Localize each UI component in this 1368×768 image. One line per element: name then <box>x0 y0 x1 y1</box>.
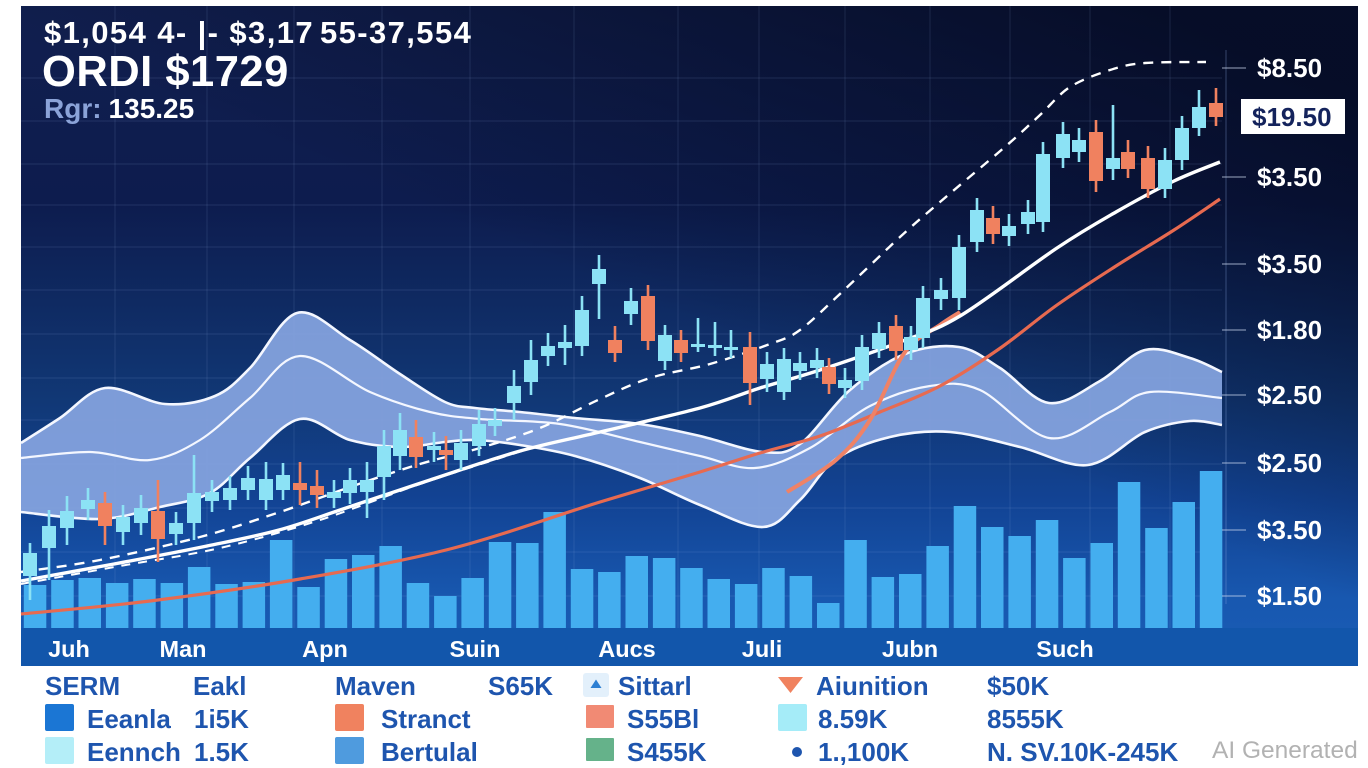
svg-text:$8.50: $8.50 <box>1257 53 1322 83</box>
svg-text:AI Generated: AI Generated <box>1212 737 1358 764</box>
svg-text:$3.50: $3.50 <box>1257 162 1322 192</box>
svg-text:Maven: Maven <box>335 671 416 701</box>
svg-text:S55Bl: S55Bl <box>627 704 699 734</box>
svg-text:1i5K: 1i5K <box>194 704 249 734</box>
svg-text:Juh: Juh <box>48 636 90 662</box>
svg-text:$1.80: $1.80 <box>1257 315 1322 345</box>
svg-text:Such: Such <box>1036 636 1093 662</box>
svg-text:Stranct: Stranct <box>381 704 471 734</box>
svg-text:SERM: SERM <box>45 671 120 701</box>
svg-text:$2.50: $2.50 <box>1257 380 1322 410</box>
svg-text:8555K: 8555K <box>987 704 1064 734</box>
svg-text:Aucs: Aucs <box>598 636 655 662</box>
svg-text:N. SV.10K-245K: N. SV.10K-245K <box>987 737 1178 767</box>
svg-text:Eeanla: Eeanla <box>87 704 171 734</box>
svg-text:ORDI $1729: ORDI $1729 <box>42 48 289 96</box>
svg-text:$3.50: $3.50 <box>1257 249 1322 279</box>
svg-text:Eakl: Eakl <box>193 671 247 701</box>
svg-text:Suin: Suin <box>450 636 501 662</box>
svg-text:Jubn: Jubn <box>882 636 938 662</box>
svg-text:Bertulal: Bertulal <box>381 737 478 767</box>
svg-text:Juli: Juli <box>742 636 782 662</box>
svg-text:$19.50: $19.50 <box>1252 102 1332 132</box>
svg-text:Aiunition: Aiunition <box>816 671 929 701</box>
svg-text:S65K: S65K <box>488 671 553 701</box>
svg-text:Rgr:135.25: Rgr: 135.25 <box>44 93 194 124</box>
svg-text:$3.50: $3.50 <box>1257 515 1322 545</box>
svg-text:S455K: S455K <box>627 737 707 767</box>
svg-text:Sittarl: Sittarl <box>618 671 692 701</box>
svg-text:$2.50: $2.50 <box>1257 448 1322 478</box>
svg-text:Man: Man <box>160 636 207 662</box>
svg-text:1.,100K: 1.,100K <box>818 737 909 767</box>
svg-text:Apn: Apn <box>302 636 348 662</box>
svg-text:8.59K: 8.59K <box>818 704 888 734</box>
svg-text:$50K: $50K <box>987 671 1049 701</box>
svg-text:1.5K: 1.5K <box>194 737 249 767</box>
svg-text:Eennch: Eennch <box>87 737 181 767</box>
svg-text:$1.50: $1.50 <box>1257 581 1322 611</box>
